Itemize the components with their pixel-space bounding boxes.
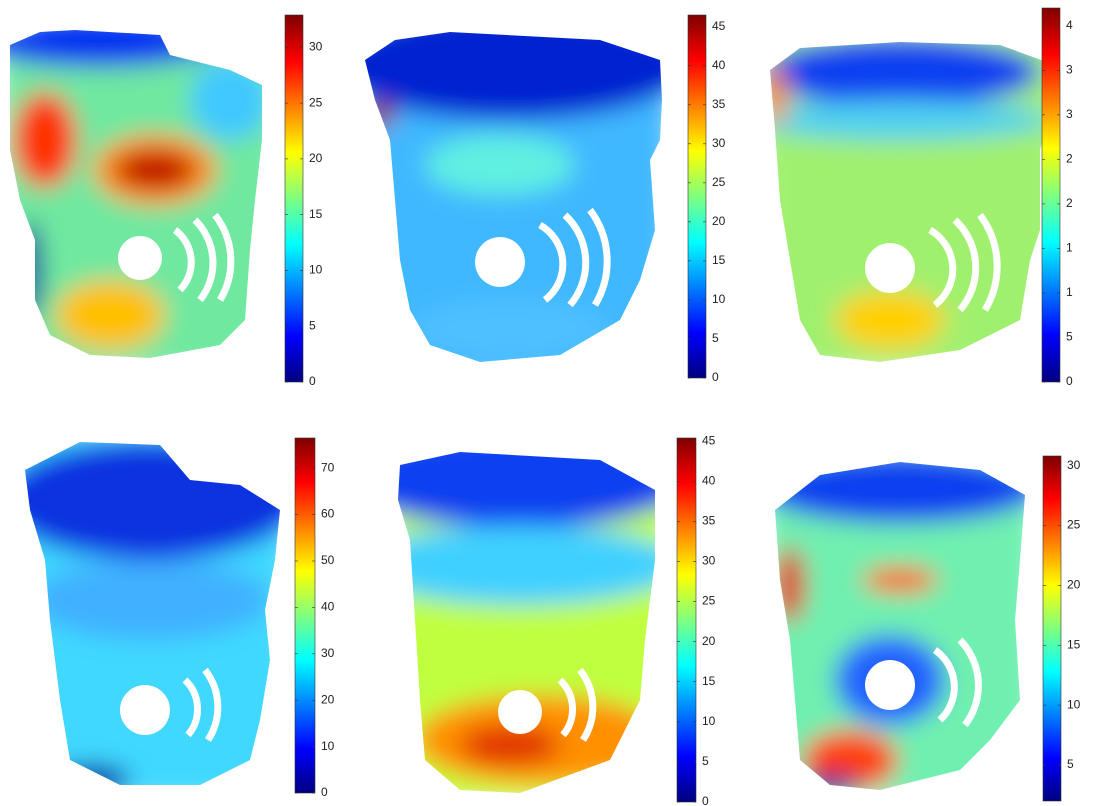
colorbar-tick-label: 15 [712,253,726,267]
figure: 0510152025300510152025303540450511223340… [0,0,1107,806]
colorbar-tick-label: 0 [712,370,719,384]
colorbar [295,438,315,793]
colorbar-tick-label: 25 [712,175,726,189]
colorbar-tick-label: 40 [702,473,716,487]
point-cloud [0,430,300,800]
colorbar-tick-label: 10 [712,292,726,306]
colorbar-tick-label: 40 [321,600,335,614]
colorbar-tick-label: 2 [1066,152,1073,166]
colorbar-tick-label: 4 [1066,18,1073,32]
colorbar [677,438,696,802]
colorbar-tick-label: 30 [702,554,716,568]
colorbar-tick-label: 10 [321,739,335,753]
colorbar-tick-label: 15 [702,674,716,688]
colorbar [688,15,706,378]
colorbar-tick-label: 20 [702,634,716,648]
colorbar-tick-label: 25 [1067,518,1081,532]
colorbar-tick-label: 30 [712,136,726,150]
colorbar-tick-label: 20 [321,692,335,706]
colorbar-tick-label: 5 [1067,757,1074,771]
colorbar-tick-label: 45 [702,433,716,447]
colorbar-tick-label: 0 [1066,374,1073,388]
colorbar-tick-label: 30 [321,646,335,660]
colorbar-tick-label: 5 [712,331,719,345]
point-cloud [350,428,690,800]
colorbar-tick-label: 60 [321,507,335,521]
point-cloud [760,450,1040,800]
colorbar-tick-label: 45 [712,19,726,33]
colorbar-tick-label: 15 [309,207,323,221]
colorbar-tick-label: 25 [309,95,323,109]
colorbar-tick-label: 30 [1067,458,1081,472]
colorbar-tick-label: 3 [1066,63,1073,77]
colorbar-tick-label: 5 [702,754,709,768]
colorbar-tick-label: 1 [1066,285,1073,299]
colorbar-tick-label: 30 [309,40,323,54]
colorbar-tick-label: 5 [309,318,316,332]
colorbar-tick-label: 15 [1067,637,1081,651]
colorbar-tick-label: 3 [1066,107,1073,121]
colorbar-tick-label: 20 [309,151,323,165]
colorbar-tick-label: 10 [1067,697,1081,711]
colorbar-tick-label: 70 [321,460,335,474]
colorbar-tick-label: 25 [702,594,716,608]
colorbar [1042,8,1060,382]
colorbar-tick-label: 5 [1066,330,1073,344]
colorbar-tick-label: 0 [321,785,328,799]
colorbar-tick-label: 1 [1066,241,1073,255]
point-cloud [750,30,1060,370]
colorbar-tick-label: 20 [712,214,726,228]
colorbar-tick-label: 35 [712,97,726,111]
colorbar [285,15,303,382]
colorbar-tick-label: 50 [321,553,335,567]
colorbar-tick-label: 0 [309,374,316,388]
colorbar-tick-label: 35 [702,514,716,528]
colorbar-tick-label: 0 [702,794,709,806]
colorbar [1043,456,1061,801]
colorbar-tick-label: 20 [1067,578,1081,592]
colorbar-tick-label: 10 [702,714,716,728]
point-cloud [330,10,690,380]
colorbar-tick-label: 2 [1066,196,1073,210]
colorbar-tick-label: 40 [712,58,726,72]
colorbar-tick-label: 10 [309,263,323,277]
point-cloud [0,17,280,370]
